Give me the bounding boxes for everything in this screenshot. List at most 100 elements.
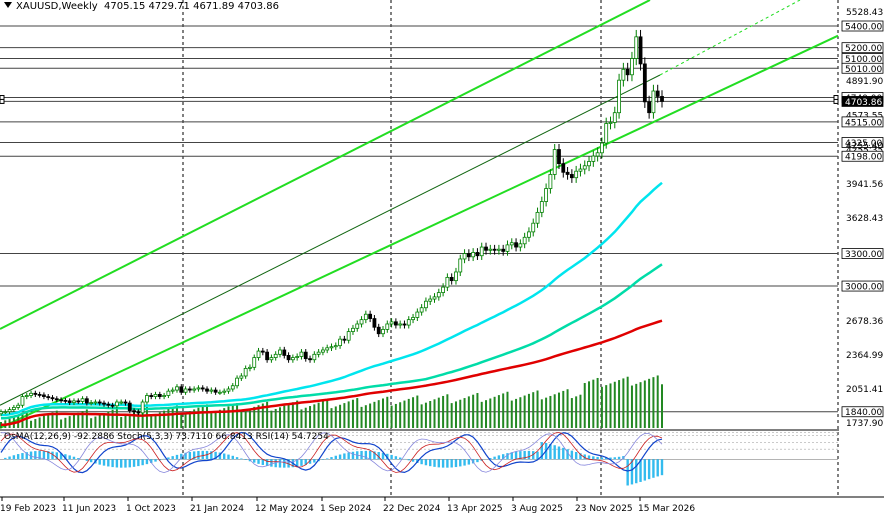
osma-bar — [223, 453, 225, 459]
osma-bar — [352, 452, 354, 459]
volume-bar — [210, 413, 212, 428]
price-tick-label: 2364.99 — [846, 351, 883, 361]
candle-body — [510, 243, 513, 245]
trend-channel[interactable] — [0, 0, 838, 428]
volume-bar — [43, 416, 45, 428]
osma-bar — [227, 455, 229, 460]
osma-bar — [446, 459, 448, 467]
candle-body — [154, 394, 157, 396]
osma-bar — [133, 459, 135, 467]
volume-bar — [601, 387, 603, 428]
volume-bar — [185, 413, 187, 428]
candle-body — [128, 403, 131, 411]
candle-body — [609, 122, 612, 123]
candle-body — [180, 387, 183, 392]
osma-bar — [8, 457, 10, 460]
volume-bar — [421, 404, 423, 428]
candle-body — [454, 272, 457, 281]
volume-bar — [386, 397, 388, 428]
volume-bar — [47, 414, 49, 428]
volume-bar — [489, 398, 491, 428]
candle-body — [347, 332, 350, 341]
volume-bar — [524, 396, 526, 428]
grid — [183, 0, 838, 497]
candle-body — [382, 329, 385, 333]
level-label: 4515.00 — [845, 118, 882, 128]
volume-bar — [545, 398, 547, 428]
channel-lower-line — [0, 36, 838, 428]
candle-body — [648, 102, 651, 113]
channel-upper-line — [0, 0, 650, 329]
time-tick-label: 11 Jun 2023 — [62, 504, 116, 514]
volume-bar — [558, 393, 560, 428]
volume-bar — [365, 405, 367, 428]
price-tick-label: 1737.90 — [846, 419, 883, 429]
candle-body — [47, 397, 50, 398]
osma-bar — [111, 459, 113, 467]
level-label: 3000.00 — [845, 283, 882, 293]
osma-bar — [189, 452, 191, 459]
candle-body — [643, 64, 646, 102]
volume-bar — [124, 415, 126, 428]
osma-bar — [283, 459, 285, 467]
dropdown-triangle-icon[interactable] — [4, 2, 12, 8]
candle-body — [253, 358, 256, 368]
volume-bar — [485, 400, 487, 428]
candle-body — [596, 153, 599, 156]
volume-bar — [309, 406, 311, 428]
osma-bar — [266, 459, 268, 466]
volume-bar — [498, 395, 500, 428]
candle-body — [4, 412, 7, 413]
candle-body — [137, 412, 140, 413]
osma-bar — [141, 459, 143, 465]
candle-body — [562, 164, 565, 173]
volume-bar — [502, 393, 504, 428]
osma-bar — [330, 457, 332, 459]
level-handle — [834, 99, 838, 103]
volume-bar — [180, 414, 182, 428]
candle-body — [321, 350, 324, 352]
volume-bar — [369, 404, 371, 428]
osma-bar — [253, 459, 255, 462]
volume-bar — [120, 417, 122, 428]
candle-body — [120, 402, 123, 403]
volume-bar — [515, 399, 517, 428]
candle-body — [424, 301, 427, 308]
volume-bar — [631, 386, 633, 428]
osma-bar — [43, 451, 45, 459]
volume-bar — [296, 401, 298, 428]
volume-bar — [541, 399, 543, 428]
volume-bar — [627, 377, 629, 428]
volume-bar — [64, 418, 66, 428]
candle-body — [158, 394, 161, 396]
volume-bar — [215, 412, 217, 429]
candle-body — [412, 317, 415, 319]
candle-body — [630, 59, 633, 75]
candle-body — [68, 401, 71, 403]
osma-bar — [626, 459, 628, 485]
level-label: 4198.00 — [845, 153, 882, 163]
volume-bar — [116, 408, 118, 428]
volume-bar — [584, 383, 586, 428]
level-label: 3300.00 — [845, 250, 882, 260]
osma-bar — [369, 451, 371, 459]
candle-body — [111, 405, 114, 406]
osma-bar — [390, 455, 392, 459]
volume-bar — [318, 403, 320, 428]
candle-body — [167, 391, 170, 395]
osma-bar — [601, 457, 603, 459]
chart-title: XAUUSD,Weekly 4705.15 4729.71 4671.89 47… — [4, 1, 279, 12]
volume-bar — [622, 378, 624, 428]
volume-bar — [236, 403, 238, 428]
candle-body — [502, 249, 505, 251]
volume-bar — [335, 406, 337, 428]
volume-bar — [571, 398, 573, 428]
level-handle — [0, 99, 4, 103]
volume-bar — [176, 406, 178, 428]
volume-bar — [592, 380, 594, 428]
osma-bar — [21, 453, 23, 459]
horizontal-levels[interactable] — [0, 26, 838, 412]
volume-bar — [562, 391, 564, 428]
candle-body — [231, 386, 234, 389]
